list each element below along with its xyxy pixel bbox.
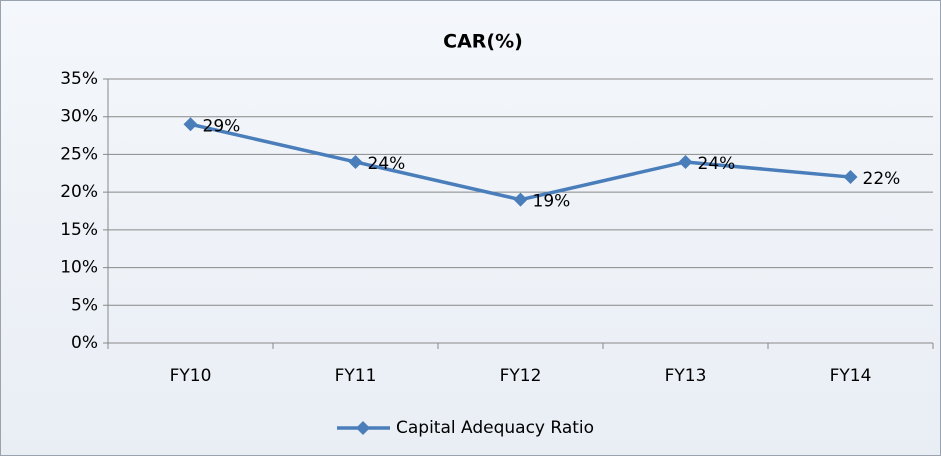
x-tick-label: FY11 [335, 366, 377, 386]
y-tick-label: 0% [71, 333, 98, 353]
data-point [513, 192, 528, 207]
y-tick-label: 30% [60, 107, 98, 127]
x-tick-label: FY13 [665, 366, 707, 386]
chart-title: CAR(%) [443, 31, 523, 53]
data-label: 24% [368, 154, 406, 174]
y-tick-label: 10% [60, 258, 98, 278]
y-tick-label: 35% [60, 69, 98, 89]
x-tick-label: FY12 [500, 366, 542, 386]
y-tick-label: 25% [60, 144, 98, 164]
data-label: 19% [533, 192, 571, 212]
data-label: 24% [698, 154, 736, 174]
data-point [183, 117, 198, 132]
data-point [678, 154, 693, 169]
y-tick-label: 5% [71, 295, 98, 315]
legend-label: Capital Adequacy Ratio [396, 418, 594, 438]
x-tick-label: FY10 [170, 366, 212, 386]
y-tick-label: 15% [60, 220, 98, 240]
y-tick-label: 20% [60, 182, 98, 202]
legend-marker [356, 421, 370, 435]
data-point [348, 154, 363, 169]
data-point [843, 170, 858, 185]
data-label: 29% [203, 116, 241, 136]
x-tick-label: FY14 [830, 366, 872, 386]
data-label: 22% [863, 169, 901, 189]
